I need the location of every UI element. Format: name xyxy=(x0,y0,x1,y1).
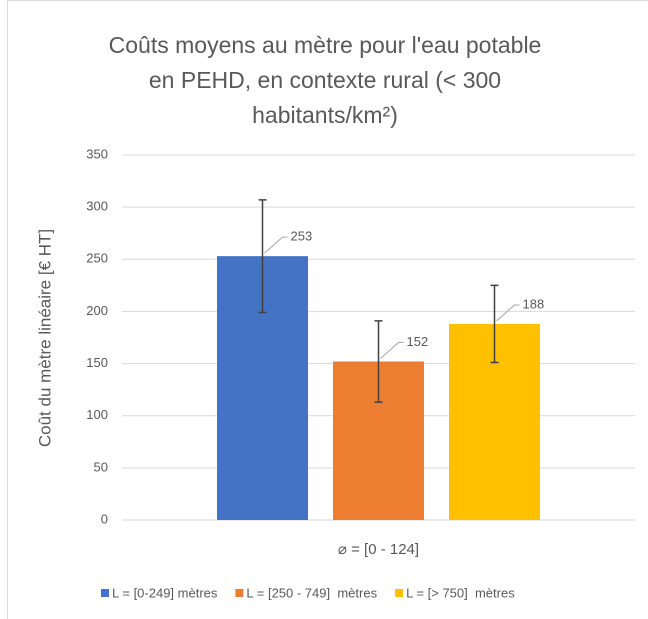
y-axis-label: Coût du mètre linéaire [€ HT] xyxy=(35,229,54,447)
y-tick-label: 0 xyxy=(101,511,108,526)
y-tick-label: 250 xyxy=(86,251,108,266)
label-leader xyxy=(380,341,404,359)
legend-label: L = [0-249] mètres xyxy=(112,585,218,600)
label-leader xyxy=(264,236,288,254)
data-label: 253 xyxy=(291,229,313,244)
y-tick-label: 300 xyxy=(86,199,108,214)
legend-swatch xyxy=(235,589,244,597)
error-bar xyxy=(258,199,267,314)
y-tick-label: 50 xyxy=(94,459,108,474)
error-bar xyxy=(490,284,499,364)
y-tick-label: 150 xyxy=(86,355,108,370)
y-tick-label: 350 xyxy=(86,146,108,161)
legend-swatch xyxy=(395,589,404,597)
chart-title: Coûts moyens au mètre pour l'eau potable… xyxy=(108,32,542,128)
legend-swatch xyxy=(101,589,109,597)
label-leader xyxy=(496,304,520,322)
error-bar xyxy=(374,320,383,403)
y-tick-label: 200 xyxy=(86,303,108,318)
y-tick-label: 100 xyxy=(86,407,108,422)
legend-label: L = [> 750] mètres xyxy=(406,585,515,600)
chart-border xyxy=(7,0,648,619)
data-label: 188 xyxy=(523,296,545,311)
data-label: 152 xyxy=(407,334,429,349)
x-tick-label: ⌀ = [0 - 124] xyxy=(338,541,419,558)
legend-label: L = [250 - 749] mètres xyxy=(246,585,377,600)
